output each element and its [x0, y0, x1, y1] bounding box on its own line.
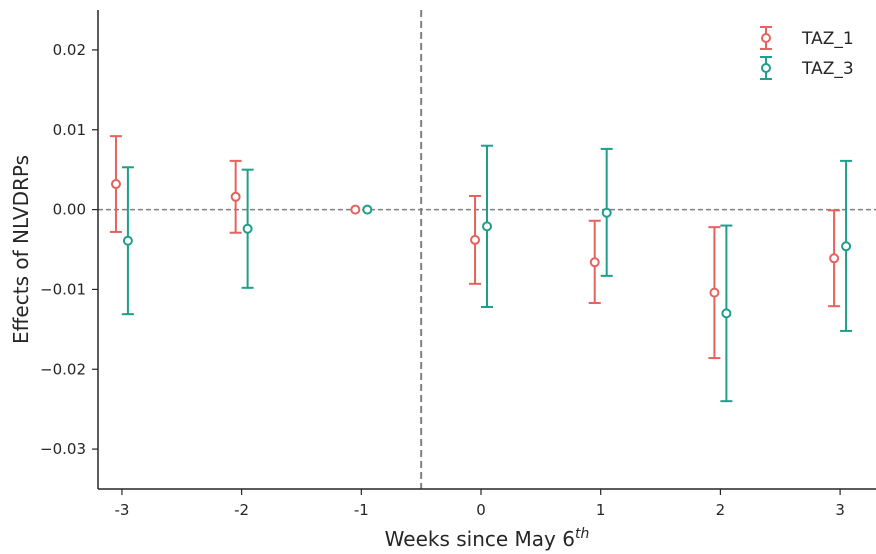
data-point — [841, 241, 852, 252]
y-tick-label: 0.02 — [53, 41, 86, 59]
data-point — [470, 234, 481, 245]
y-tick-label: −0.01 — [40, 280, 86, 298]
data-point — [122, 235, 133, 246]
x-tick-label: -3 — [114, 501, 129, 519]
data-point — [601, 207, 612, 218]
x-tick-label: 0 — [476, 501, 486, 519]
y-axis-title: Effects of NLVDRPs — [9, 155, 33, 344]
legend-marker — [761, 33, 771, 43]
x-axis-title: Weeks since May 6th — [385, 526, 590, 551]
series-taz-1 — [109, 135, 841, 360]
y-tick-label: 0.00 — [53, 201, 86, 219]
y-tick-label: −0.03 — [40, 440, 86, 458]
data-point — [350, 204, 361, 215]
legend: TAZ_1 TAZ_3 — [760, 26, 854, 80]
legend-item-taz-1: TAZ_1 — [760, 26, 854, 50]
y-tick-label: −0.02 — [40, 360, 86, 378]
x-axis-title-text: Weeks since May 6 — [385, 527, 575, 551]
data-point — [482, 221, 492, 232]
data-point — [589, 257, 600, 268]
data-point — [242, 223, 253, 234]
data-point — [110, 179, 121, 190]
axes: −0.03 −0.02 −0.01 0.00 0.01 0.02 -3 -2 -1 0 1 2 3 — [40, 10, 876, 519]
series-taz-3 — [121, 144, 853, 403]
data-point — [230, 191, 241, 202]
x-axis-title-superscript: th — [575, 526, 589, 542]
x-tick-label: -2 — [234, 501, 249, 519]
x-tick-label: 3 — [835, 501, 845, 519]
y-tick-label: 0.01 — [53, 121, 86, 139]
series-layer — [109, 135, 853, 403]
x-tick-label: -1 — [354, 501, 369, 519]
data-point — [362, 204, 373, 215]
data-point — [709, 287, 720, 298]
x-tick-label: 1 — [596, 501, 606, 519]
data-point — [721, 308, 732, 319]
x-tick-label: 2 — [716, 501, 726, 519]
data-point — [829, 253, 840, 264]
legend-marker — [761, 63, 771, 73]
legend-label: TAZ_1 — [801, 29, 854, 49]
legend-label: TAZ_3 — [801, 59, 854, 79]
legend-item-taz-3: TAZ_3 — [760, 56, 854, 80]
